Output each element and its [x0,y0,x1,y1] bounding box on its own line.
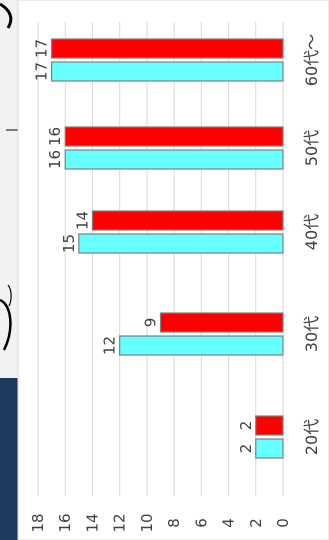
tick-label: 8 [165,518,183,528]
tick-label: 6 [192,518,210,528]
data-label: 15 [60,234,78,253]
bar [51,61,284,82]
bar [255,415,284,436]
category-label: 40代 [302,214,321,250]
data-label: 17 [33,62,51,81]
left-edge-decoration-mid [0,298,12,351]
tick-label: 4 [220,518,238,528]
data-label: 16 [46,150,64,169]
tick-label: 16 [56,513,74,532]
bar [64,149,284,170]
data-label: 14 [73,211,91,230]
left-edge-decoration-small [7,284,12,307]
bar [159,312,284,333]
data-label: 16 [46,127,64,146]
bar [91,210,284,231]
tick-label: 10 [138,513,156,532]
tick-label: 14 [83,513,101,532]
bars [51,38,284,459]
category-label: 20代 [302,419,321,455]
tick-label: 18 [29,513,47,532]
bar [64,126,284,147]
tick-label: 12 [111,513,129,532]
data-label: 2 [237,444,255,454]
bar [255,438,284,459]
data-label: 9 [142,318,160,328]
category-label: 50代 [302,130,321,166]
bar [119,335,284,356]
tick-label: 0 [274,518,292,528]
data-label: 17 [33,39,51,58]
category-label: 60代～ [302,34,321,86]
bar [51,38,284,59]
category-label: 30代 [302,316,321,352]
data-label: 12 [101,336,119,355]
bar [78,233,284,254]
data-label: 2 [237,421,255,431]
tick-label: 2 [247,518,265,528]
left-edge-decoration-top [0,2,13,29]
left-edge-dark-block [0,378,18,540]
